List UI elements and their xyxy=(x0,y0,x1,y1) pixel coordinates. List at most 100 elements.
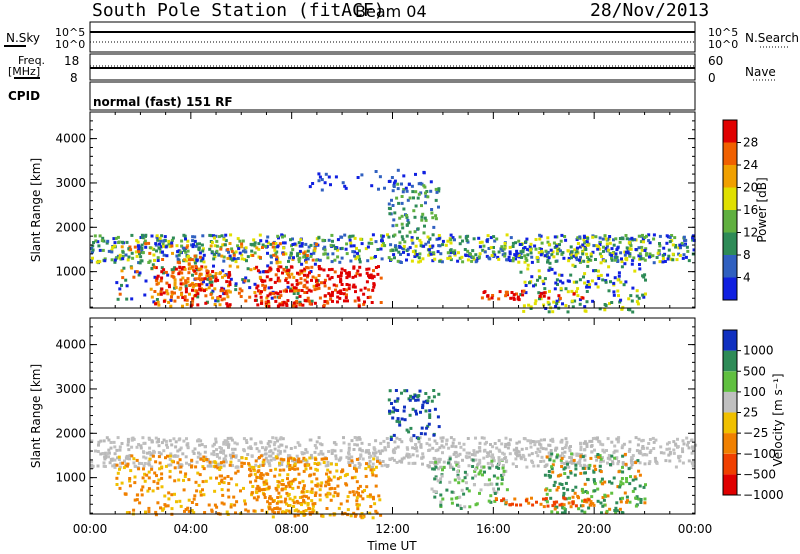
data-cell xyxy=(524,498,528,502)
data-cell xyxy=(195,268,199,272)
data-cell xyxy=(560,438,564,442)
data-cell xyxy=(601,278,605,282)
data-cell xyxy=(368,274,372,278)
data-cell xyxy=(160,245,163,249)
data-cell xyxy=(546,240,550,244)
data-cell xyxy=(503,254,507,258)
data-cell xyxy=(680,241,684,245)
data-cell xyxy=(600,477,604,481)
data-cell xyxy=(368,495,372,499)
data-cell xyxy=(536,447,540,451)
data-cell xyxy=(440,444,444,448)
data-cell xyxy=(228,303,232,307)
data-cell xyxy=(667,441,671,445)
data-cell xyxy=(524,291,528,295)
data-cell xyxy=(624,462,628,466)
data-cell xyxy=(226,488,230,492)
data-cell xyxy=(643,236,647,239)
data-cell xyxy=(470,259,474,263)
data-cell xyxy=(321,452,325,456)
data-cell xyxy=(229,477,233,481)
data-cell xyxy=(242,437,246,441)
data-cell xyxy=(237,247,241,251)
data-cell xyxy=(186,277,190,281)
data-cell xyxy=(462,448,466,452)
data-cell xyxy=(457,477,461,481)
data-cell xyxy=(299,277,303,281)
data-cell xyxy=(637,497,641,501)
data-cell xyxy=(313,494,317,497)
data-cell xyxy=(98,260,102,264)
data-cell xyxy=(503,457,507,460)
data-cell xyxy=(415,449,419,453)
data-cell xyxy=(268,444,272,448)
data-cell xyxy=(107,455,111,459)
data-cell xyxy=(424,242,428,246)
data-cell xyxy=(156,259,160,262)
data-cell xyxy=(175,500,178,504)
data-cell xyxy=(434,449,438,453)
data-cell xyxy=(486,234,490,238)
data-cell xyxy=(102,439,106,443)
data-cell xyxy=(110,248,114,252)
data-cell xyxy=(157,303,161,307)
data-cell xyxy=(323,294,327,298)
data-cell xyxy=(208,247,212,251)
data-cell xyxy=(97,440,101,444)
data-cell xyxy=(613,449,617,453)
data-cell xyxy=(577,452,580,456)
data-cell xyxy=(430,487,434,491)
data-cell xyxy=(257,489,261,493)
data-cell xyxy=(187,262,191,266)
nsky-label: N.Sky xyxy=(6,31,41,45)
data-cell xyxy=(423,224,426,228)
data-cell xyxy=(398,216,402,220)
data-cell xyxy=(162,449,166,453)
data-cell xyxy=(439,252,443,256)
data-cell xyxy=(115,476,119,480)
data-cell xyxy=(586,478,590,482)
data-cell xyxy=(209,244,213,248)
data-cell xyxy=(550,467,554,471)
data-cell xyxy=(588,503,592,507)
data-cell xyxy=(323,284,327,288)
data-cell xyxy=(267,485,271,489)
data-cell xyxy=(311,275,315,279)
data-cell xyxy=(259,276,262,280)
data-cell xyxy=(188,292,191,296)
data-cell xyxy=(453,478,457,482)
data-cell xyxy=(128,457,131,461)
data-cell xyxy=(563,510,567,514)
data-cell xyxy=(686,440,690,444)
data-cell xyxy=(355,272,359,276)
data-cell xyxy=(289,289,292,293)
data-cell xyxy=(399,261,403,264)
data-cell xyxy=(614,511,618,515)
data-cell xyxy=(173,291,176,295)
data-cell xyxy=(374,474,378,478)
data-cell xyxy=(256,484,260,488)
data-cell xyxy=(601,443,605,447)
data-cell xyxy=(176,250,180,254)
data-cell xyxy=(183,298,187,302)
data-cell xyxy=(679,246,682,250)
data-cell xyxy=(211,275,215,279)
data-cell xyxy=(129,469,133,473)
data-cell xyxy=(208,460,212,464)
data-cell xyxy=(359,288,363,292)
data-cell xyxy=(360,242,364,246)
data-cell xyxy=(375,511,379,515)
data-cell xyxy=(540,251,544,255)
data-cell xyxy=(144,279,148,283)
data-cell xyxy=(222,464,226,468)
data-cell xyxy=(388,411,392,415)
data-cell xyxy=(176,461,180,465)
data-cell xyxy=(639,240,643,244)
data-cell xyxy=(371,233,375,237)
data-cell xyxy=(273,507,277,510)
data-cell xyxy=(214,464,218,468)
data-cell xyxy=(427,449,431,452)
data-cell xyxy=(552,300,556,304)
data-cell xyxy=(214,437,218,441)
data-cell xyxy=(305,266,309,269)
